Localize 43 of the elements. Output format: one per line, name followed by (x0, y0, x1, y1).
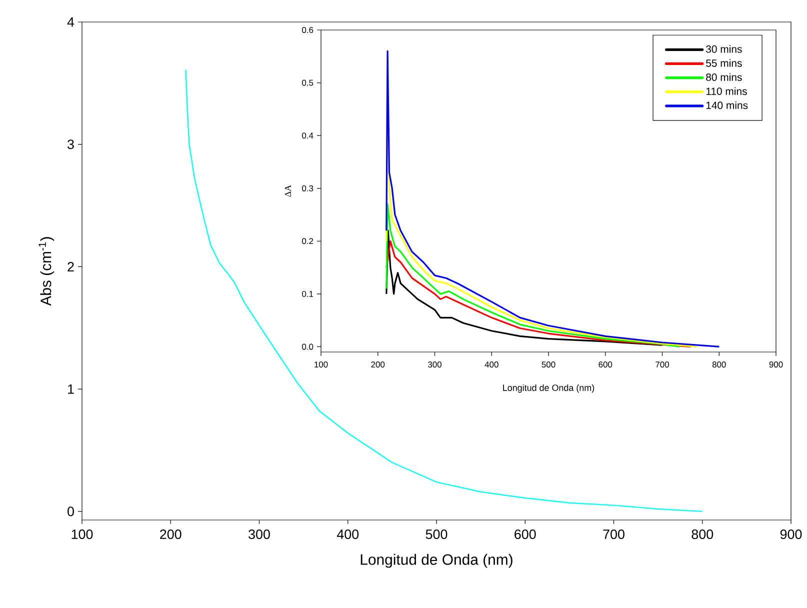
x-axis-title: Longitud de Onda (nm) (503, 384, 594, 393)
x-tick-label: 100 (72, 530, 93, 540)
y-tick-label: 0.0 (302, 344, 314, 350)
x-tick-label: 200 (371, 362, 385, 368)
x-tick-label: 400 (336, 530, 359, 540)
line-series (386, 203, 680, 348)
y-tick-label: 3 (68, 140, 74, 150)
y-tick-label: 0 (68, 506, 74, 516)
x-tick-label: 100 (314, 362, 328, 368)
y-tick-label: 2 (68, 262, 74, 272)
legend-label: 110 mins (706, 87, 747, 95)
x-tick-label: 200 (160, 530, 182, 540)
x-tick-label: 600 (514, 530, 536, 540)
x-axis-title: Longitud de Onda (nm) (360, 554, 512, 568)
x-tick-label: 500 (426, 530, 448, 540)
y-axis-title: Abs (cm$^{-1}$) (38, 237, 54, 306)
legend-label: 140 mins (706, 101, 748, 110)
line-series (185, 69, 703, 512)
line-series (386, 230, 664, 346)
y-tick-label: 0.6 (302, 27, 314, 33)
legend-label: 55 mins (706, 59, 742, 67)
y-axis-title: ΔA (284, 184, 291, 197)
legend-label: 30 mins (706, 45, 742, 53)
y-tick-label: 0.2 (302, 238, 314, 244)
y-tick-label: 0.4 (302, 132, 314, 139)
x-tick-label: 700 (656, 362, 669, 368)
legend-label: 80 mins (706, 73, 742, 81)
x-tick-label: 300 (248, 530, 270, 540)
y-tick-label: 4 (67, 17, 74, 27)
y-tick-label: 0.3 (302, 185, 314, 192)
y-tick-label: 1 (68, 384, 74, 394)
y-tick-label: 0.1 (302, 290, 314, 297)
x-tick-label: 900 (780, 530, 802, 540)
x-tick-label: 800 (692, 530, 714, 540)
x-tick-label: 700 (603, 530, 624, 540)
x-tick-label: 600 (598, 362, 612, 368)
x-tick-label: 300 (428, 362, 442, 368)
x-tick-label: 900 (769, 362, 783, 368)
y-tick-label: 0.5 (302, 80, 314, 86)
x-tick-label: 800 (712, 362, 726, 368)
x-tick-label: 500 (542, 362, 556, 368)
x-tick-label: 400 (484, 362, 498, 368)
line-series (386, 98, 698, 348)
